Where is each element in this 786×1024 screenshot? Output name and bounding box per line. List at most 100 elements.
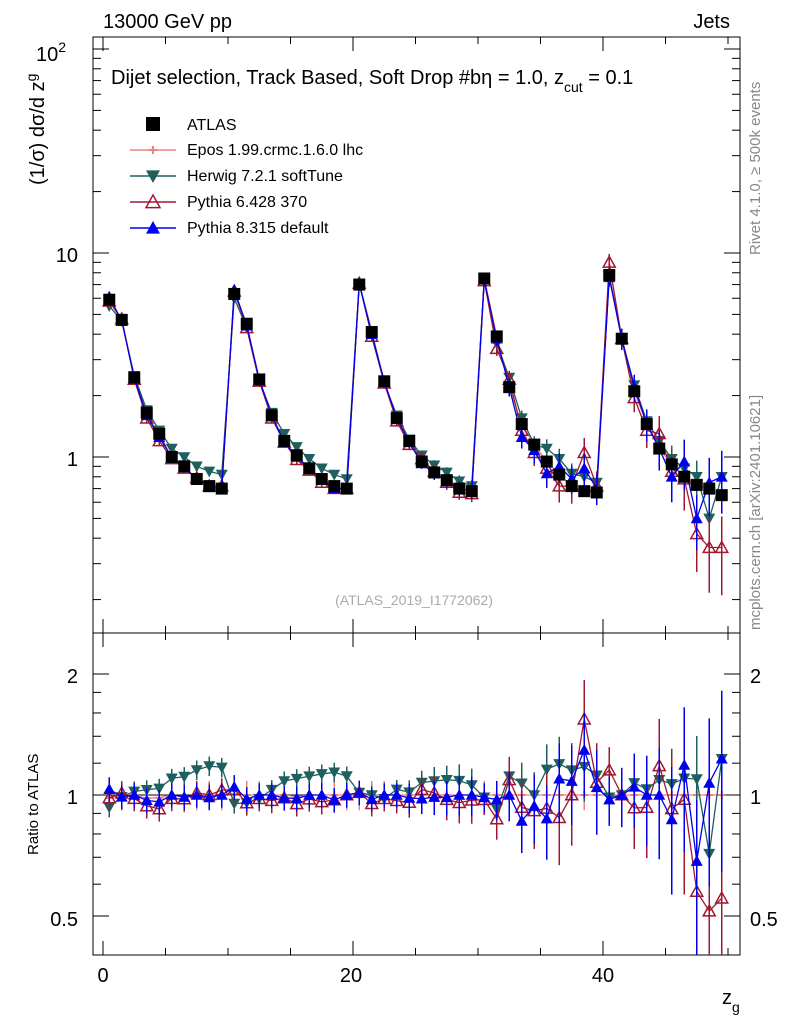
- point-main-herwig-8: [203, 466, 216, 478]
- point-main-atlas-18: [328, 480, 341, 493]
- point-ratio-pythia8-18: [328, 793, 341, 805]
- point-ratio-pythia8-20: [353, 786, 366, 798]
- point-main-pythia8-38: [578, 462, 591, 474]
- point-main-atlas-38: [578, 485, 591, 498]
- point-ratio-pythia8-39: [590, 781, 603, 793]
- point-main-herwig-14: [278, 428, 291, 440]
- point-main-atlas-41: [615, 332, 628, 345]
- xtick-20: 20: [340, 965, 362, 987]
- point-ratio-pythia8-13: [265, 789, 278, 800]
- ratio-ytick-0.5: 0.5: [50, 909, 78, 931]
- point-main-herwig-47: [690, 471, 703, 483]
- point-main-atlas-32: [503, 381, 516, 394]
- point-ratio-herwig-9: [215, 762, 228, 774]
- point-main-atlas-49: [715, 489, 728, 502]
- point-ratio-pythia8-30: [478, 791, 491, 803]
- point-main-atlas-7: [190, 473, 203, 486]
- legend-symbol-pythia8: [146, 221, 160, 234]
- point-main-pythia6-48: [701, 539, 717, 554]
- point-ratio-herwig-27: [440, 775, 453, 786]
- legend-symbol-herwig: [146, 170, 160, 183]
- ratio-ytick-right-0.5: 0.5: [750, 909, 778, 931]
- point-ratio-pythia8-46: [678, 759, 691, 770]
- point-main-pythia6-40: [601, 254, 617, 268]
- point-ratio-pythia8-36: [553, 772, 566, 784]
- point-main-pythia6-49: [714, 539, 730, 554]
- point-main-pythia8-49: [715, 470, 728, 482]
- point-main-atlas-42: [628, 385, 641, 398]
- point-main-atlas-0: [103, 293, 116, 306]
- main-ytick-10: 10: [56, 245, 78, 267]
- point-ratio-pythia8-47: [690, 855, 703, 866]
- point-ratio-pythia8-35: [540, 812, 553, 824]
- legend-marker-herwig: [130, 170, 176, 183]
- legend-marker-epos: [130, 146, 176, 154]
- point-ratio-pythia8-28: [453, 789, 466, 800]
- point-main-atlas-5: [165, 451, 178, 463]
- point-ratio-pythia8-14: [278, 791, 291, 803]
- point-main-herwig-17: [315, 463, 328, 475]
- point-main-atlas-22: [378, 375, 391, 388]
- mcplots-reference-label: mcplots.cern.ch [arXiv:2401.10621]: [747, 395, 764, 630]
- point-ratio-pythia8-48: [703, 776, 716, 788]
- point-main-atlas-37: [565, 480, 578, 493]
- point-main-atlas-29: [465, 485, 478, 498]
- point-ratio-herwig-5: [165, 773, 178, 785]
- point-ratio-pythia8-1: [115, 790, 128, 802]
- point-ratio-herwig-35: [540, 764, 553, 776]
- legend-entry-herwig: Herwig 7.2.1 softTune: [130, 168, 343, 185]
- point-ratio-pythia8-24: [403, 791, 416, 803]
- point-main-atlas-26: [428, 466, 441, 479]
- legend-label-epos: Epos 1.99.crmc.1.6.0 lhc: [187, 142, 363, 159]
- point-main-herwig-15: [290, 442, 303, 453]
- point-main-atlas-40: [603, 269, 616, 282]
- point-ratio-pythia8-25: [415, 792, 428, 804]
- point-ratio-pythia8-12: [253, 789, 266, 800]
- point-ratio-pythia8-45: [665, 813, 678, 825]
- point-ratio-herwig-18: [328, 767, 341, 779]
- point-main-atlas-21: [365, 325, 378, 338]
- point-main-atlas-6: [178, 460, 191, 473]
- point-ratio-pythia8-43: [640, 789, 653, 800]
- point-main-atlas-9: [215, 482, 228, 495]
- ratio-ytick-1: 1: [67, 787, 78, 809]
- point-ratio-pythia8-3: [140, 794, 153, 806]
- point-ratio-herwig-4: [153, 783, 166, 795]
- point-ratio-herwig-10: [228, 798, 241, 810]
- point-main-atlas-31: [490, 330, 503, 343]
- point-main-herwig-9: [215, 469, 228, 481]
- legend-label-pythia6: Pythia 6.428 370: [187, 194, 307, 211]
- point-main-atlas-36: [553, 468, 566, 481]
- header-process: Jets: [693, 11, 730, 33]
- xtick-0: 0: [97, 965, 108, 987]
- legend-marker-atlas: [146, 117, 160, 131]
- point-main-pythia8-35: [540, 467, 553, 479]
- point-main-atlas-45: [665, 458, 678, 471]
- point-ratio-herwig-19: [340, 771, 353, 783]
- legend-marker-pythia8: [130, 221, 176, 234]
- point-ratio-herwig-17: [315, 769, 328, 780]
- point-ratio-pythia8-33: [515, 814, 528, 826]
- legend: ATLAS Epos 1.99.crmc.1.6.0 lhc Herwig 7.…: [130, 117, 363, 237]
- point-ratio-pythia8-8: [203, 791, 216, 803]
- xlabel: zg: [722, 987, 740, 1015]
- point-ratio-pythia8-9: [215, 789, 228, 800]
- point-ratio-pythia8-49: [715, 752, 728, 764]
- point-ratio-pythia8-7: [190, 789, 203, 800]
- point-ratio-pythia8-17: [315, 789, 328, 800]
- point-ratio-pythia8-34: [528, 799, 541, 811]
- point-main-atlas-35: [540, 455, 553, 468]
- plot-title: Dijet selection, Track Based, Soft Drop …: [111, 67, 633, 95]
- point-ratio-pythia8-16: [303, 789, 316, 800]
- ratio-ylabel: Ratio to ATLAS: [25, 754, 42, 855]
- legend-marker-pythia6: [130, 193, 176, 209]
- point-ratio-pythia8-32: [503, 789, 516, 800]
- point-main-atlas-20: [353, 278, 366, 291]
- point-main-atlas-23: [390, 412, 403, 425]
- point-main-atlas-39: [590, 486, 603, 499]
- legend-symbol-epos: [149, 146, 157, 154]
- point-ratio-pythia8-37: [565, 775, 578, 786]
- point-ratio-pythia8-26: [428, 791, 441, 802]
- analysis-watermark: (ATLAS_2019_I1772062): [335, 592, 493, 608]
